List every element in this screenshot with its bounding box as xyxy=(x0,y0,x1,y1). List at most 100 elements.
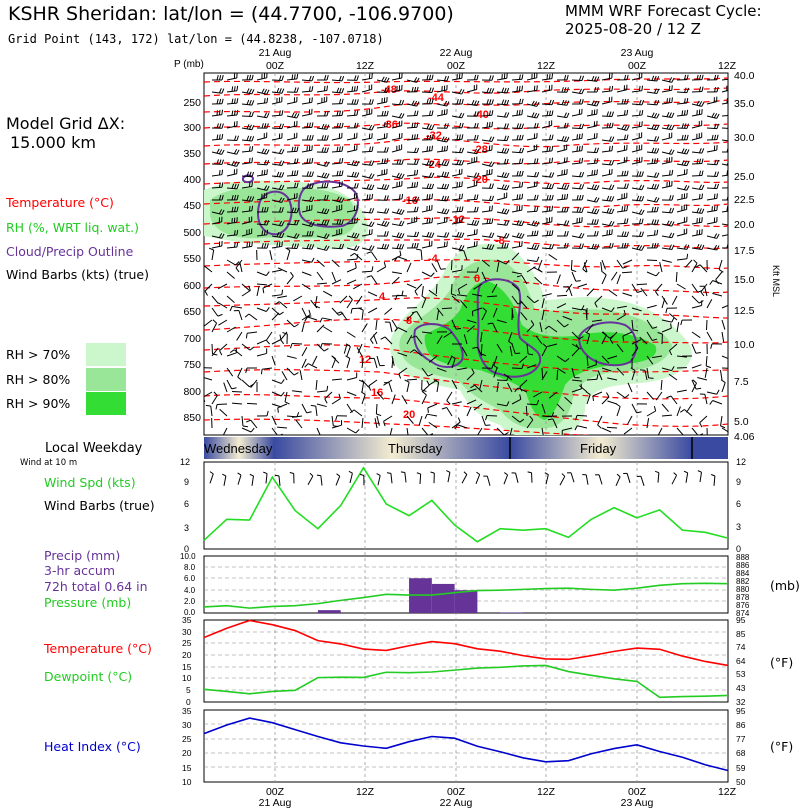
wind-barb-flag xyxy=(651,242,654,249)
wind-barb-flag xyxy=(699,74,702,80)
wind-barb-staff xyxy=(646,271,657,277)
wind-barb-flag xyxy=(366,184,370,189)
wind-barb-staff xyxy=(616,391,626,399)
wind-barb-flag xyxy=(458,244,463,250)
wind-barb-flag xyxy=(519,98,522,104)
wind-barb-flag xyxy=(248,146,251,152)
wind-barb-staff xyxy=(541,293,552,297)
wind-barb-flag xyxy=(698,184,702,190)
wind-barb-staff xyxy=(479,379,483,390)
wind-barb-flag xyxy=(536,194,539,200)
wind-barb-staff xyxy=(481,271,487,282)
wind-barb-flag xyxy=(441,160,445,166)
wind-barb-flag xyxy=(714,183,717,189)
wind-barb-flag xyxy=(311,230,314,237)
wind-barb-flag xyxy=(626,98,629,104)
wind-barb-staff xyxy=(586,394,591,405)
wind-barb-flag xyxy=(368,207,372,213)
wind-barb-flag xyxy=(476,194,479,200)
isotherm-label: -44 xyxy=(428,92,445,104)
wind-barb-staff xyxy=(601,163,613,166)
wind-barb-staff xyxy=(700,283,708,293)
wind-barb-staff xyxy=(562,427,573,431)
wind-barb-staff xyxy=(256,234,267,237)
wind-barb-staff xyxy=(511,186,522,189)
wind-barb-staff xyxy=(211,235,222,239)
wind-barb-flag xyxy=(501,243,504,249)
wind-barb-staff xyxy=(271,355,276,366)
wind-barb-flag xyxy=(506,172,510,178)
wind-barb-flag xyxy=(489,75,492,81)
wind-barb-staff xyxy=(346,279,357,285)
wind-barb-flag xyxy=(371,193,374,199)
wind-barb-flag xyxy=(296,146,299,152)
wind-barb-flag xyxy=(666,124,670,130)
wind-barb-flag xyxy=(516,232,520,238)
wind-barb-flag xyxy=(491,195,495,201)
wind-barb-flag xyxy=(233,230,236,236)
wind-barb-flag xyxy=(506,243,509,249)
wind-barb-flag xyxy=(404,379,410,383)
surface-barb-staff xyxy=(447,472,451,483)
wind-barb-staff xyxy=(241,245,252,249)
wind-barb-flag xyxy=(461,99,464,105)
wind-barb-flag xyxy=(416,101,420,107)
wind-barb-flag xyxy=(229,306,233,312)
wind-barb-flag xyxy=(278,171,282,178)
wind-barb-flag xyxy=(341,197,345,203)
precip-ytick: 2.0 xyxy=(184,597,196,606)
wind-barb-flag xyxy=(564,206,567,213)
wind-barb-staff xyxy=(421,163,432,167)
wind-barb-flag xyxy=(638,195,642,201)
wind-barb-staff xyxy=(391,89,402,93)
wind-barb-staff xyxy=(339,295,348,304)
wind-barb-staff xyxy=(286,355,297,359)
wind-barb-staff xyxy=(721,319,726,330)
wind-barb-flag xyxy=(446,400,451,405)
wind-barb-flag xyxy=(431,74,434,80)
wind-barb-flag xyxy=(683,184,688,190)
height-tick: 22.5 xyxy=(734,194,755,206)
wind-barb-flag xyxy=(516,220,520,226)
temp-ytick: 25 xyxy=(182,638,192,648)
wind-barb-staff xyxy=(481,114,493,117)
wind-barb-flag xyxy=(581,184,585,190)
wind-barb-staff xyxy=(301,90,313,93)
wind-barb-flag xyxy=(536,221,540,227)
wind-barb-flag xyxy=(581,133,583,139)
wind-barb-flag xyxy=(446,101,450,107)
isotherm-label: 8 xyxy=(406,315,412,327)
pressure-tick: 874 xyxy=(736,609,750,618)
wind-barb-flag xyxy=(426,231,430,237)
wind-barb-staff xyxy=(271,137,282,141)
wind-barb-flag xyxy=(686,98,689,104)
wind-barb-staff xyxy=(466,388,477,393)
wind-barb-staff xyxy=(601,187,612,191)
wind-barb-staff xyxy=(331,415,334,426)
wind-barb-flag xyxy=(234,183,237,189)
wind-barb-flag xyxy=(488,136,492,142)
wind-barb-flag xyxy=(476,206,479,212)
wind-barb-flag xyxy=(579,243,582,249)
wind-barb-staff xyxy=(661,151,672,155)
wind-barb-staff xyxy=(496,427,505,435)
surface-barb-flag xyxy=(710,474,716,477)
wind-barb-flag xyxy=(338,146,341,152)
wind-barb-flag xyxy=(293,74,296,80)
wind-barb-staff xyxy=(443,331,453,338)
wind-barb-staff xyxy=(592,391,603,397)
wind-barb-flag xyxy=(221,88,225,94)
wind-barb-flag xyxy=(486,218,489,224)
wind-barb-flag xyxy=(547,418,553,421)
wind-barb-flag xyxy=(576,194,579,201)
wind-barb-flag xyxy=(326,124,330,130)
wind-barb-staff xyxy=(361,113,372,117)
wind-barb-staff xyxy=(271,235,282,239)
wind-barb-flag xyxy=(411,86,414,93)
wind-barb-flag xyxy=(536,122,539,129)
wind-barb-staff xyxy=(466,245,477,249)
wind-barb-staff xyxy=(458,283,468,290)
cloud-outline-upper-right xyxy=(297,180,359,228)
wind-barb-flag xyxy=(606,392,610,398)
wind-barb-flag xyxy=(506,401,510,407)
